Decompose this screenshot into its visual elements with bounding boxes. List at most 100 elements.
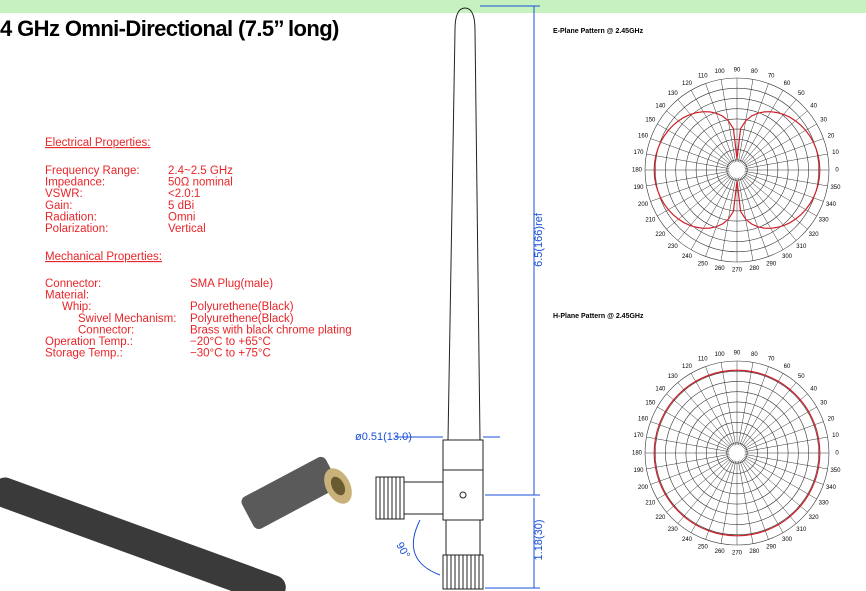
angle-label: 180 [632,451,643,457]
grid-spoke [666,110,732,166]
angle-label: 10 [832,150,839,156]
grid-spoke [646,436,730,452]
property-label: Impedance: [45,177,105,189]
grid-spoke [742,110,808,166]
grid-spoke [741,458,797,524]
grid-spoke [744,153,828,169]
angle-label: 20 [828,416,835,422]
grid-spoke [677,458,733,524]
property-label: Storage Temp.: [45,348,123,360]
grid-spoke [666,174,732,230]
grid-spoke [657,406,731,450]
angle-label: 120 [682,81,693,87]
angle-label: 320 [809,515,820,521]
angle-label: 90 [734,68,741,74]
property-label: Connector: [45,278,101,290]
angle-label: 30 [820,401,827,407]
grid-spoke [720,362,736,446]
angle-label: 260 [715,266,726,272]
grid-spoke [690,459,734,533]
angle-label: 350 [830,468,841,474]
angle-label: 60 [784,81,791,87]
angle-label: 320 [809,232,820,238]
angle-label: 310 [796,244,807,250]
property-value: 5 dBi [168,200,194,212]
section-heading: Mechanical Properties: [45,251,162,263]
angle-label: 280 [749,549,760,555]
grid-spoke [744,172,824,202]
radiation-curve [653,369,821,537]
grid-spoke [677,175,733,241]
property-value: 2.4~2.5 GHz [168,165,233,177]
angle-label: 20 [828,133,835,139]
angle-label: 300 [782,254,793,260]
angle-label: 40 [810,103,817,109]
property-value: 50Ω nominal [168,177,233,189]
property-value: Brass with black chrome plating [190,324,352,336]
angle-label: 300 [782,537,793,543]
length-label: 6.5(166)ref [533,212,545,267]
grid-spoke [666,393,732,449]
grid-spoke [690,90,734,164]
property-value: SMA Plug(male) [190,278,273,290]
grid-spoke [650,138,730,168]
property-value: Polyurethene(Black) [190,313,294,325]
grid-spoke [740,90,784,164]
angle-label: 310 [796,527,807,533]
angle-label: 340 [826,485,837,491]
angle-label: 250 [698,262,709,268]
property-label: VSWR: [45,188,83,200]
angle-label: 140 [655,103,666,109]
grid-spoke [739,460,769,540]
angle-label: 230 [668,527,679,533]
grid-spoke [650,455,730,485]
angle-label: 290 [766,262,777,268]
grid-spoke [739,177,769,257]
diameter-label: ø0.51(13.0) [355,431,412,443]
grid-spoke [744,421,824,451]
grid-spoke [743,123,817,167]
property-label: Radiation: [45,211,97,223]
grid-spoke [705,83,735,163]
grid-spoke [739,366,769,446]
angle-label: 110 [698,357,708,363]
property-value: Vertical [168,223,206,235]
grid-spoke [744,454,828,470]
angle-label: 280 [749,266,760,272]
angle-label: 200 [638,485,649,491]
angle-label: 230 [668,244,679,250]
grid-spoke [741,99,797,165]
angle-label: 70 [768,357,775,363]
angle-label: 130 [668,91,679,97]
property-label: Operation Temp.: [45,336,133,348]
grid-spoke [739,83,769,163]
grid-spoke [705,460,735,540]
property-value: −20°C to +65°C [190,336,271,348]
angle-label: 250 [698,545,709,551]
angle-label: 0 [835,451,839,457]
angle-label: 90 [734,351,741,357]
grid-spoke [744,171,828,187]
angle-label: 200 [638,202,649,208]
angle-label: 90° [393,540,412,560]
grid-spoke [650,421,730,451]
angle-label: 70 [768,74,775,80]
grid-spoke [741,175,797,241]
property-label: Polarization: [45,223,108,235]
angle-label: 330 [819,501,830,507]
angle-label: 80 [751,352,758,358]
grid-spoke [743,173,817,217]
grid-spoke [742,174,808,230]
h-plane-title: H-Plane Pattern @ 2.45GHz [553,313,644,320]
grid-spoke [743,406,817,450]
angle-label: 110 [698,74,708,80]
angle-label: 270 [732,268,743,274]
angle-label: 80 [751,69,758,75]
angle-label: 150 [645,118,656,124]
angle-label: 120 [682,364,693,370]
angle-label: 100 [715,69,726,75]
angle-label: 170 [634,150,645,156]
property-label: Connector: [78,324,134,336]
